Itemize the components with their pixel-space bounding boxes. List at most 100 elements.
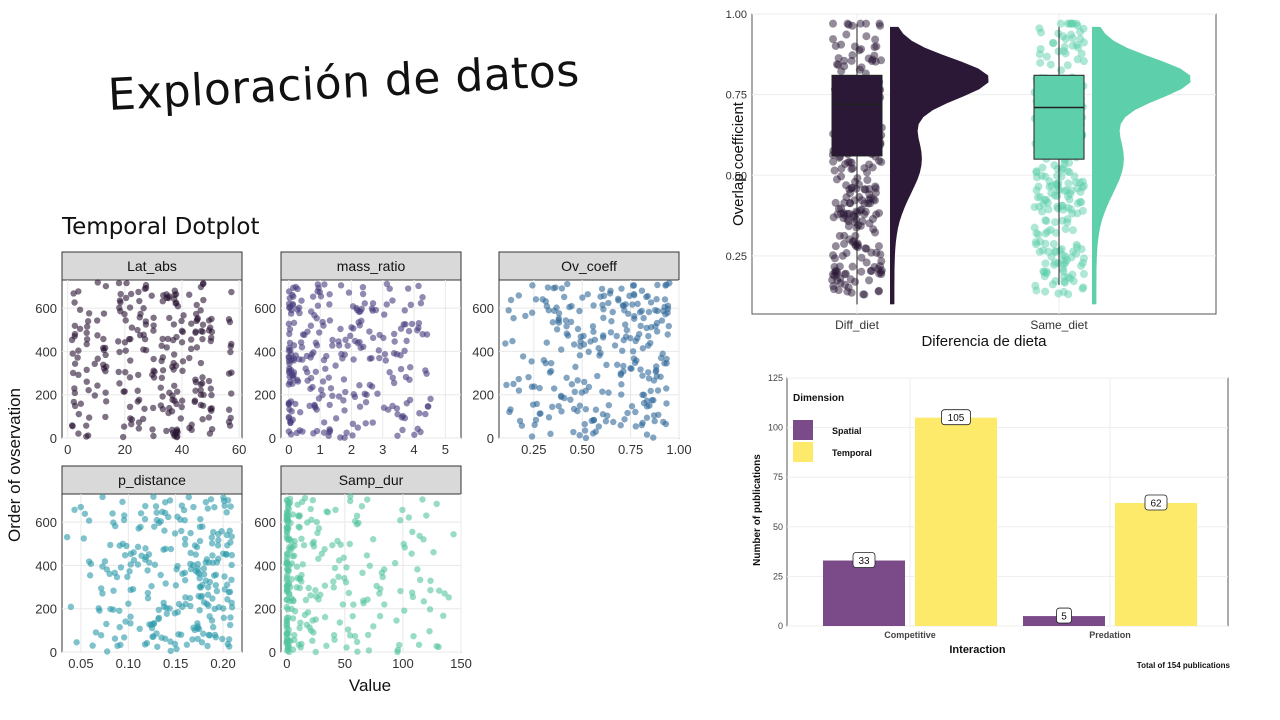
data-point	[135, 525, 142, 532]
data-point	[331, 636, 338, 643]
data-point	[360, 343, 367, 351]
data-point	[215, 536, 222, 544]
data-point	[403, 400, 410, 407]
data-point	[416, 576, 424, 584]
data-point	[144, 594, 152, 602]
data-point	[310, 543, 318, 550]
data-point	[197, 359, 205, 367]
jitter-point	[829, 157, 838, 166]
data-point	[645, 342, 652, 349]
data-point	[646, 402, 653, 409]
data-point	[402, 373, 410, 381]
data-point	[549, 319, 557, 326]
data-point	[75, 347, 82, 354]
data-point	[405, 327, 413, 335]
data-point	[581, 427, 589, 434]
data-point	[181, 541, 189, 548]
data-point	[219, 635, 226, 643]
jitter-point	[867, 248, 876, 257]
data-point	[505, 307, 512, 314]
data-point	[555, 319, 563, 326]
data-point	[134, 543, 142, 551]
jitter-point	[1079, 283, 1088, 292]
data-point	[116, 380, 123, 387]
data-point	[385, 406, 392, 413]
data-point	[225, 406, 233, 413]
data-point	[574, 377, 581, 384]
jitter-point	[1036, 45, 1045, 54]
data-point	[135, 419, 143, 426]
data-point	[70, 290, 77, 297]
data-point	[362, 398, 370, 406]
y-tick-label: 400	[35, 344, 57, 359]
data-point	[189, 636, 196, 643]
jitter-point	[830, 254, 839, 263]
data-point	[509, 337, 516, 345]
data-point	[228, 288, 235, 296]
data-point	[623, 326, 631, 334]
data-point	[102, 398, 110, 405]
data-point	[631, 359, 639, 367]
raincloud-chart: 0.25 0.50 0.75 1.00 Diff_diet Same_diet	[726, 9, 1217, 332]
data-point	[164, 335, 172, 343]
data-point	[359, 283, 367, 291]
data-point	[285, 590, 293, 597]
y-tick-label: 600	[35, 515, 57, 530]
data-point	[361, 300, 369, 307]
jitter-point	[1070, 172, 1079, 181]
dotplot-y-axis-label: Order of ovservation	[5, 388, 24, 542]
data-point	[430, 549, 437, 556]
data-point	[83, 329, 90, 337]
data-point	[199, 374, 206, 381]
data-point	[197, 307, 204, 314]
data-point	[296, 524, 303, 531]
data-point	[312, 368, 320, 375]
data-point	[344, 342, 351, 349]
data-point	[84, 318, 92, 325]
data-point	[322, 365, 329, 372]
data-point	[391, 559, 399, 567]
x-tick-label: Diff_diet	[835, 318, 879, 332]
data-point	[289, 372, 296, 379]
jitter-point	[1068, 41, 1077, 50]
x-tick-label: Same_diet	[1030, 318, 1088, 332]
data-point	[63, 533, 71, 541]
jitter-point	[1063, 61, 1072, 70]
data-point	[283, 572, 291, 579]
data-point	[196, 607, 203, 614]
data-point	[330, 584, 337, 591]
data-point	[389, 374, 396, 381]
data-point	[221, 502, 228, 509]
data-point	[174, 513, 181, 520]
data-point	[369, 334, 377, 342]
data-point	[665, 322, 673, 330]
x-tick-label: 0.20	[210, 656, 235, 671]
data-point	[117, 290, 124, 298]
data-point	[359, 569, 366, 577]
data-point	[77, 400, 85, 407]
data-point	[188, 421, 195, 428]
data-point	[659, 307, 667, 315]
data-point	[154, 643, 161, 650]
data-point	[401, 347, 408, 355]
jitter-point	[1067, 253, 1076, 262]
data-point	[643, 293, 650, 301]
data-point	[101, 558, 109, 565]
data-point	[567, 318, 575, 326]
data-point	[149, 404, 157, 412]
y-tick-label: 200	[35, 602, 57, 617]
data-point	[295, 641, 303, 648]
data-point	[127, 415, 134, 422]
data-point	[343, 644, 350, 651]
data-point	[200, 571, 208, 578]
data-point	[177, 631, 185, 638]
data-point	[160, 599, 167, 606]
data-point	[298, 535, 305, 543]
data-point	[148, 292, 155, 299]
data-point	[192, 387, 199, 394]
data-point	[151, 561, 159, 568]
y-tick-label: 0	[269, 645, 276, 660]
data-point	[306, 402, 313, 410]
data-point	[163, 427, 170, 435]
jitter-point	[841, 269, 850, 278]
